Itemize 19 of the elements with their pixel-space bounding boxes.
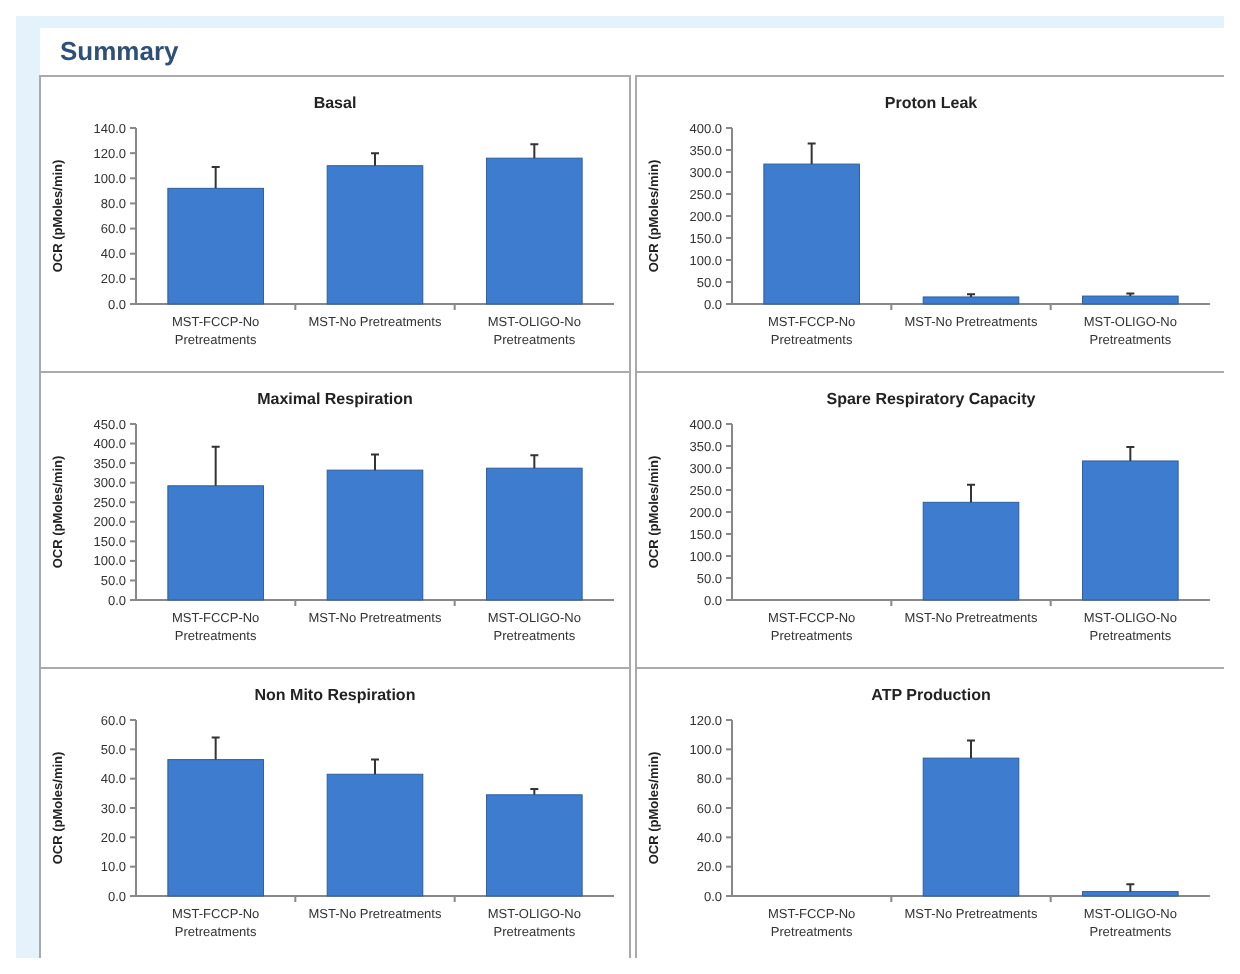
bar [1082, 295, 1179, 305]
bar [326, 469, 424, 601]
bar [486, 467, 583, 601]
text: Summary [60, 36, 181, 66]
chart-title: Proton Leak [884, 94, 979, 112]
bar [486, 794, 583, 897]
bar [486, 157, 583, 305]
bar [922, 296, 1020, 305]
chart-title: Basal [313, 94, 357, 112]
bar [763, 163, 860, 305]
bar [167, 759, 264, 897]
bar [167, 485, 264, 601]
chart-title: Maximal Respiration [257, 390, 414, 408]
bar [167, 187, 264, 305]
chart-title: ATP Production [871, 686, 991, 704]
bar [326, 165, 424, 305]
chart-title: Spare Respiratory Capacity [826, 390, 1037, 408]
chart-title: Non Mito Respiration [254, 686, 416, 704]
bar [326, 773, 424, 897]
